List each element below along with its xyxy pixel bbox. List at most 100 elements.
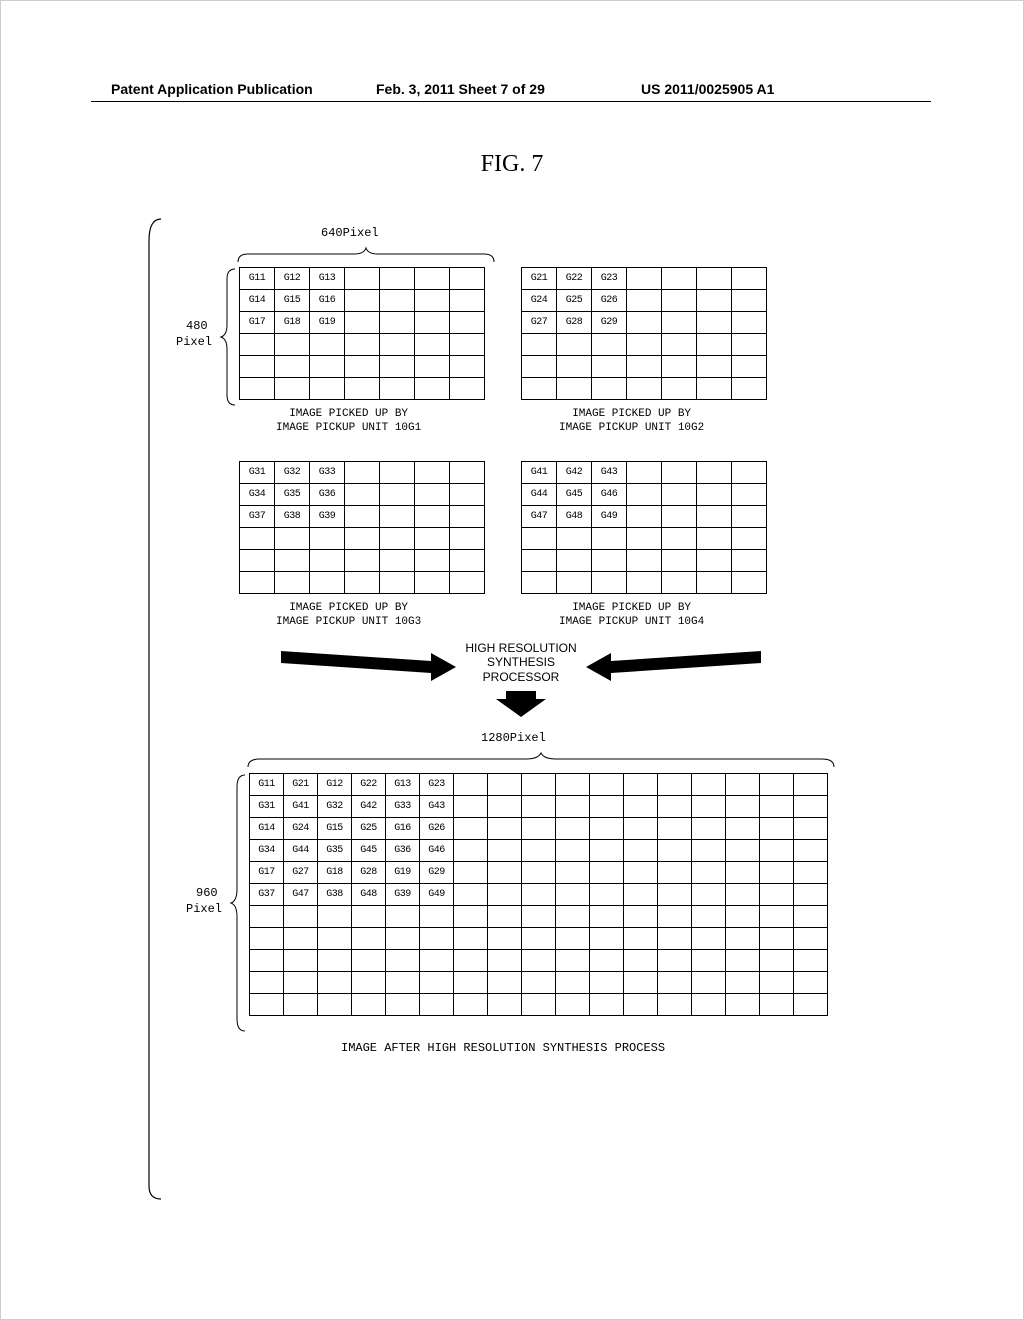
grid-cell [250,994,284,1016]
grid-cell [275,378,310,400]
grid-cell [760,928,794,950]
caption-g1-l2: IMAGE PICKUP UNIT 10G1 [276,422,421,434]
caption-g4: IMAGE PICKED UP BY IMAGE PICKUP UNIT 10G… [559,601,704,630]
grid-cell [380,462,415,484]
grid-cell [454,994,488,1016]
grid-cell [794,774,828,796]
grid-cell [760,950,794,972]
grid-cell [692,972,726,994]
grid-cell [522,378,557,400]
grid-cell [590,884,624,906]
grid-cell [658,906,692,928]
grid-cell [590,972,624,994]
grid-cell: G38 [318,884,352,906]
grid-cell [590,796,624,818]
grid-cell [794,950,828,972]
grid-cell [592,334,627,356]
grid-cell [522,334,557,356]
grid-cell [726,818,760,840]
grid-cell [450,268,485,290]
grid-cell [522,928,556,950]
outer-bracket-icon [146,216,166,1201]
grid-cell [522,972,556,994]
grid-cell [760,994,794,1016]
grid-cell [658,862,692,884]
grid-cell [726,972,760,994]
caption-g3-l2: IMAGE PICKUP UNIT 10G3 [276,616,421,628]
grid-cell [692,818,726,840]
grid-cell [697,572,732,594]
grid-cell: G26 [420,818,454,840]
grid-g3: G31G32G33G34G35G36G37G38G39 [239,461,485,594]
grid-cell [345,506,380,528]
grid-cell [345,290,380,312]
small-width-label: 640Pixel [321,226,379,240]
grid-cell [522,994,556,1016]
grid-cell [352,950,386,972]
grid-cell [352,994,386,1016]
grid-cell [760,862,794,884]
grid-cell [488,906,522,928]
grid-cell [275,550,310,572]
grid-cell [556,906,590,928]
grid-cell: G27 [284,862,318,884]
grid-cell [345,356,380,378]
grid-cell: G19 [386,862,420,884]
grid-cell [697,528,732,550]
grid-cell [794,972,828,994]
grid-cell [284,994,318,1016]
grid-cell [345,572,380,594]
grid-cell [310,528,345,550]
grid-cell [310,356,345,378]
grid-cell [662,312,697,334]
grid-cell: G36 [386,840,420,862]
grid-cell [386,950,420,972]
grid-cell [692,796,726,818]
grid-cell: G47 [284,884,318,906]
grid-cell [318,928,352,950]
grid-cell [450,484,485,506]
grid-cell [380,268,415,290]
big-width-brace-icon [246,751,836,769]
grid-cell [556,818,590,840]
grid-cell [556,950,590,972]
caption-g2: IMAGE PICKED UP BY IMAGE PICKUP UNIT 10G… [559,407,704,436]
grid-cell [420,906,454,928]
grid-cell [794,862,828,884]
grid-cell: G31 [250,796,284,818]
grid-cell [556,840,590,862]
grid-cell: G47 [522,506,557,528]
grid-cell [240,378,275,400]
grid-cell [590,950,624,972]
grid-cell: G28 [352,862,386,884]
grid-cell [318,994,352,1016]
grid-cell [275,528,310,550]
grid-cell: G44 [522,484,557,506]
grid-g4: G41G42G43G44G45G46G47G48G49 [521,461,767,594]
grid-cell: G43 [592,462,627,484]
grid-cell [488,950,522,972]
grid-cell: G42 [352,796,386,818]
grid-cell [415,334,450,356]
grid-cell [662,484,697,506]
grid-cell: G12 [318,774,352,796]
grid-cell [488,862,522,884]
grid-cell [627,268,662,290]
grid-cell [450,550,485,572]
grid-cell [692,928,726,950]
grid-cell: G11 [240,268,275,290]
grid-cell [522,884,556,906]
grid-cell: G37 [240,506,275,528]
grid-cell [556,994,590,1016]
grid-cell [624,906,658,928]
grid-cell [658,818,692,840]
grid-cell [557,334,592,356]
grid-cell [760,884,794,906]
grid-cell [592,528,627,550]
grid-cell: G29 [592,312,627,334]
grid-cell [794,818,828,840]
grid-cell [250,928,284,950]
grid-cell: G21 [284,774,318,796]
grid-cell [450,462,485,484]
caption-g1-l1: IMAGE PICKED UP BY [289,408,408,420]
